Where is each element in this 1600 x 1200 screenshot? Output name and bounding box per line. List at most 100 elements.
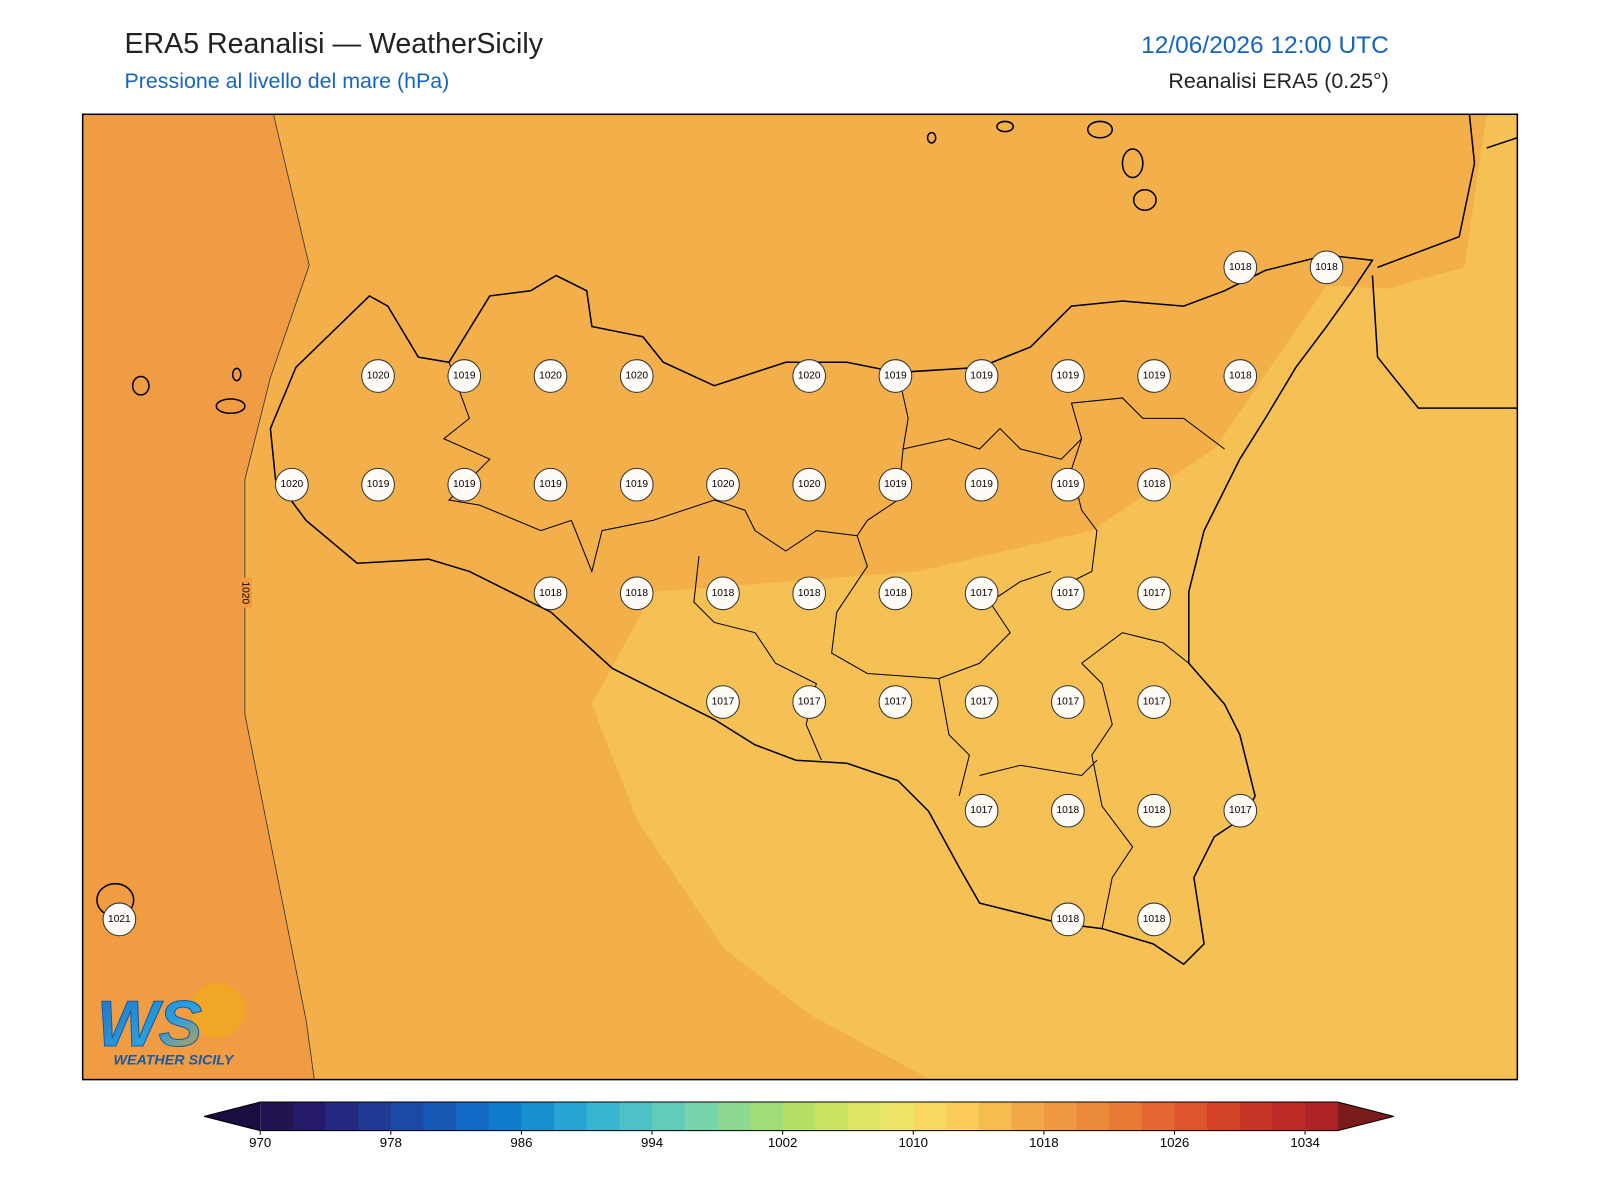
colorbar-segment — [1109, 1102, 1143, 1131]
colorbar-tick-label: 1026 — [1160, 1135, 1189, 1150]
station: 1017 — [706, 685, 740, 719]
station: 1017 — [964, 793, 999, 828]
station-label: 1017 — [970, 805, 993, 816]
station-marker — [1051, 902, 1085, 937]
colorbar-tick-label: 994 — [641, 1135, 663, 1150]
station-label: 1018 — [884, 588, 907, 599]
colorbar-segment — [1272, 1102, 1306, 1131]
colorbar-extend — [204, 1102, 261, 1131]
station: 1018 — [619, 576, 654, 611]
station-marker — [878, 576, 913, 611]
station: 1020 — [706, 467, 740, 502]
station-marker — [792, 685, 827, 719]
colorbar-segment — [358, 1102, 392, 1131]
colorbar-segment — [1174, 1102, 1208, 1131]
station: 1018 — [1309, 250, 1344, 285]
colorbar-segment — [815, 1102, 849, 1131]
station-marker — [1137, 359, 1171, 393]
station-label: 1020 — [712, 479, 735, 490]
station-label: 1019 — [539, 479, 562, 490]
station: 1018 — [706, 576, 740, 611]
station-label: 1018 — [1143, 805, 1166, 816]
station-label: 1018 — [1315, 262, 1338, 273]
station: 1018 — [533, 576, 568, 611]
station: 1020 — [792, 359, 827, 393]
colorbar-segment — [880, 1102, 914, 1131]
station-marker — [1051, 467, 1085, 502]
station-marker — [792, 359, 827, 393]
station-label: 1017 — [1229, 805, 1252, 816]
station: 1018 — [792, 576, 827, 611]
colorbar-segment — [1141, 1102, 1175, 1131]
station: 1019 — [447, 359, 482, 393]
colorbar-segment — [1076, 1102, 1110, 1131]
station: 1020 — [275, 467, 309, 502]
station-marker — [1137, 576, 1171, 611]
station-marker — [1051, 685, 1085, 719]
colorbar-segment — [1011, 1102, 1045, 1131]
station: 1019 — [964, 467, 999, 502]
station-marker — [878, 467, 913, 502]
station-label: 1018 — [712, 588, 735, 599]
station-label: 1019 — [1143, 371, 1166, 382]
station-label: 1019 — [453, 479, 476, 490]
station: 1020 — [361, 359, 395, 393]
station-label: 1020 — [625, 371, 648, 382]
subtitle: Pressione al livello del mare (hPa) — [124, 69, 449, 93]
station-label: 1018 — [1229, 262, 1252, 273]
station: 1018 — [1223, 250, 1258, 285]
station-label: 1019 — [970, 371, 993, 382]
station-marker — [619, 359, 654, 393]
station-label: 1019 — [884, 371, 907, 382]
station-marker — [1137, 793, 1171, 828]
station-label: 1017 — [970, 588, 993, 599]
station: 1017 — [878, 685, 913, 719]
station-label: 1019 — [367, 479, 390, 490]
station-label: 1018 — [798, 588, 821, 599]
isobar-label-bg — [237, 577, 253, 609]
station-marker — [706, 576, 740, 611]
station-marker — [1309, 250, 1344, 285]
station-label: 1019 — [970, 479, 993, 490]
datetime: 12/06/2026 12:00 UTC — [1141, 32, 1389, 59]
station-marker — [447, 467, 482, 502]
logo: WS WEATHER SICILY — [96, 982, 245, 1068]
colorbar-segment — [619, 1102, 653, 1131]
station-marker — [533, 359, 568, 393]
station: 1019 — [1051, 467, 1085, 502]
colorbar-segment — [1239, 1102, 1273, 1131]
colorbar-tick-label: 1034 — [1290, 1135, 1319, 1150]
station-label: 1017 — [1057, 588, 1080, 599]
colorbar-segment — [1043, 1102, 1078, 1131]
colorbar-segment — [913, 1102, 947, 1131]
island — [926, 131, 937, 144]
station: 1020 — [619, 359, 654, 393]
station: 1018 — [1051, 902, 1085, 937]
station: 1018 — [1137, 793, 1171, 828]
colorbar-segment — [488, 1102, 522, 1131]
station-marker — [964, 576, 999, 611]
island — [1086, 120, 1114, 139]
isobar — [244, 114, 315, 1080]
station-label: 1019 — [884, 479, 907, 490]
station: 1018 — [1137, 902, 1171, 937]
station: 1019 — [447, 467, 482, 502]
calabria-coast — [1377, 114, 1476, 269]
station-marker — [533, 576, 568, 611]
station-marker — [1051, 359, 1085, 393]
station-label: 1020 — [798, 371, 821, 382]
station-marker — [792, 467, 827, 502]
station-marker — [619, 576, 654, 611]
isobar-label: 1020 — [239, 582, 250, 605]
colorbar-tick-label: 986 — [510, 1135, 532, 1150]
sicily-coast — [269, 254, 1374, 966]
colorbar-segment — [586, 1102, 620, 1131]
source: Reanalisi ERA5 (0.25°) — [1168, 69, 1388, 93]
colorbar: 970 978 986 994 1002 1010 1018 1026 1034 — [203, 1101, 1395, 1150]
station-marker — [619, 467, 654, 502]
island — [131, 375, 150, 396]
station: 1017 — [1051, 685, 1085, 719]
island — [215, 398, 246, 415]
station: 1019 — [878, 359, 913, 393]
